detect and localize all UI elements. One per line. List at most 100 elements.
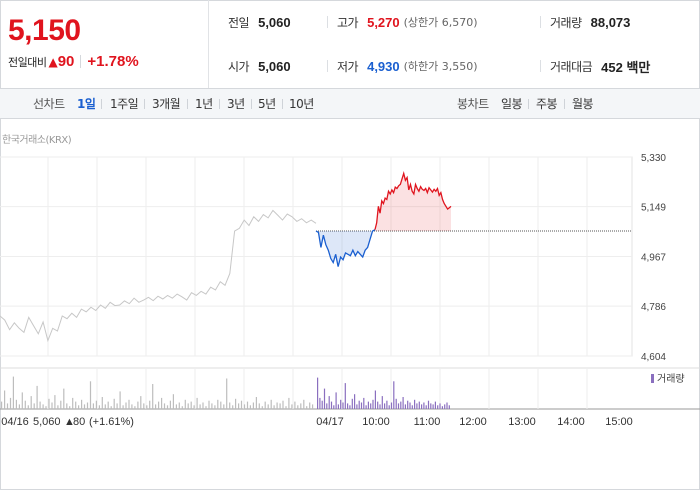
volume-bar [326,403,328,409]
volume-bar [370,403,372,409]
volume-bar [255,397,257,409]
volume-bar [386,400,388,409]
volume-bar [409,402,411,409]
volume-bar [379,404,381,409]
volume-bar [18,404,20,409]
volume-bar [86,402,89,409]
volume-bar [395,398,397,409]
volume-bar [402,397,404,409]
volume-value: 88,073 [590,14,631,30]
candle-daily[interactable]: 일봉 [501,97,523,111]
volume-bar [187,403,189,409]
volume-bar [381,396,383,409]
volume-bar [169,400,171,409]
volume-bar [446,402,448,409]
volume-bar [285,406,287,409]
volume-legend-swatch [651,374,654,383]
period-1w[interactable]: 1주일 [110,97,139,111]
amount-label: 거래대금 [550,59,593,74]
volume-bar [351,398,353,409]
divider [540,60,541,72]
volume-bar [291,404,293,409]
divider [528,99,529,109]
volume-bar [337,404,339,409]
volume-bar [276,402,278,409]
volume-bar [1,401,3,409]
volume-bar [155,404,157,409]
volume-bar [199,404,201,409]
period-3y[interactable]: 3년 [227,97,245,111]
divider [144,99,145,109]
divider [282,99,283,109]
volume-bar [335,392,337,410]
high-value: 5,270 [367,14,400,30]
volume-bar [246,401,249,409]
y-tick-label: 5,330 [641,153,666,164]
volume-bar [193,405,195,409]
period-10y[interactable]: 10년 [289,97,314,111]
divider [327,16,328,28]
volume-bar [372,399,374,410]
line-chart-label: 선차트 [33,97,65,111]
prev-close-label: 전일 [228,15,250,30]
volume-bar [444,404,446,409]
x-tick-label: 14:00 [557,416,585,428]
candle-monthly[interactable]: 월봉 [572,97,594,111]
volume-bar [45,406,47,409]
volume-bar [267,404,269,409]
volume-bar [312,404,314,409]
volume-bar [340,399,342,410]
volume-bar [437,405,439,409]
volume-bar [328,396,330,409]
volume-bar [397,403,400,409]
volume-bar [430,403,432,409]
volume-bar [279,403,281,409]
volume-bar [172,394,174,409]
y-tick-label: 4,967 [641,253,666,264]
volume-bar [441,406,443,409]
volume-bar [448,405,450,409]
volume-bar [342,402,344,409]
volume-bar [161,397,163,409]
candle-weekly[interactable]: 주봉 [536,97,558,111]
x-tick-label: 10:00 [362,416,390,428]
volume-bar [404,404,406,409]
volume-bar [384,403,386,409]
volume-bar [321,400,323,409]
change-label: 전일대비 [8,55,47,69]
volume-bar [122,405,124,409]
y-tick-label: 4,604 [641,352,666,363]
volume-bar [149,400,151,409]
period-5y[interactable]: 5년 [258,97,276,111]
period-1d[interactable]: 1일 [77,97,96,111]
today-above-prev-close-line [374,171,452,230]
volume-bar [414,399,416,410]
volume-bar [208,400,210,409]
price-summary: 5,150 전일대비 ▲ 90 +1.78% 전일 5,060 시가 5,060… [0,0,700,89]
volume-bar [300,403,302,409]
current-price: 5,150 [8,14,81,47]
volume-bar [360,402,363,409]
volume-bar [249,405,251,409]
volume-bar [69,406,71,409]
period-1y[interactable]: 1년 [195,97,213,111]
volume-bar [75,401,77,409]
upper-limit: (상한가 6,570) [403,16,478,29]
volume-bar [354,394,356,409]
volume-bar [229,402,231,409]
x-tick-label: 15:00 [605,416,633,428]
volume-bar [6,403,9,409]
x-tick-label: 04/17 [316,416,344,428]
volume-bar [439,403,441,409]
chart-toolbar: 선차트 1일 1주일 3개월 1년 3년 5년 10년 봉차트 일봉 주봉 월봉 [0,89,700,119]
period-3m[interactable]: 3개월 [152,97,181,111]
high-label: 고가 [337,15,359,30]
volume-bar [434,401,436,409]
volume-bar [119,391,121,409]
volume-bar [261,406,263,409]
open-cell: 시가 5,060 [228,56,291,76]
today-above-prev-close-area [375,173,451,232]
volume-bar [421,404,423,409]
volume-bar [190,401,192,409]
volume-bar [60,400,62,409]
